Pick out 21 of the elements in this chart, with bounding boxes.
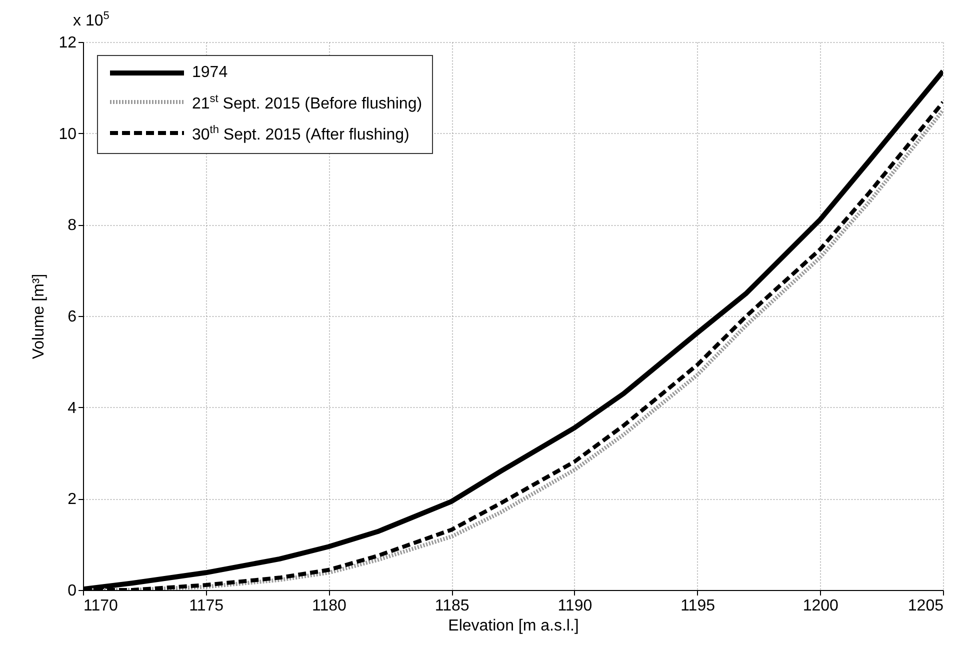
y-axis-title: Volume [m³] bbox=[30, 274, 48, 360]
legend-label: 21$^{st}$ Sept. 2015 (Before flushing) bbox=[192, 92, 422, 114]
text: x 10$^{5}$ bbox=[73, 10, 110, 30]
x-tick-label: 1185 bbox=[434, 598, 470, 614]
x-tick-label: 1195 bbox=[680, 598, 716, 614]
y-tick-label: 6 bbox=[68, 308, 77, 326]
legend-label: 1974 bbox=[192, 63, 228, 83]
y-tick-label: 4 bbox=[68, 400, 77, 417]
x-tick-label: 1175 bbox=[189, 598, 224, 614]
x-axis-title: Elevation [m a.s.l.] bbox=[448, 618, 579, 634]
x-tick-label: 1180 bbox=[312, 598, 347, 614]
y-tick-label: 10 bbox=[58, 126, 77, 143]
x-tick-label: 1170 bbox=[84, 598, 118, 614]
y-tick-label: 0 bbox=[68, 582, 77, 600]
y-tick-label: 12 bbox=[58, 34, 77, 52]
y-tick-label: 8 bbox=[68, 217, 77, 234]
x-tick-label: 1190 bbox=[558, 598, 592, 614]
x-tick-label: 1205 bbox=[908, 598, 944, 614]
legend-label: 30$^{th}$ Sept. 2015 (After flushing) bbox=[192, 123, 410, 146]
x-tick-label: 1200 bbox=[802, 598, 839, 614]
y-tick-label: 2 bbox=[68, 491, 77, 508]
